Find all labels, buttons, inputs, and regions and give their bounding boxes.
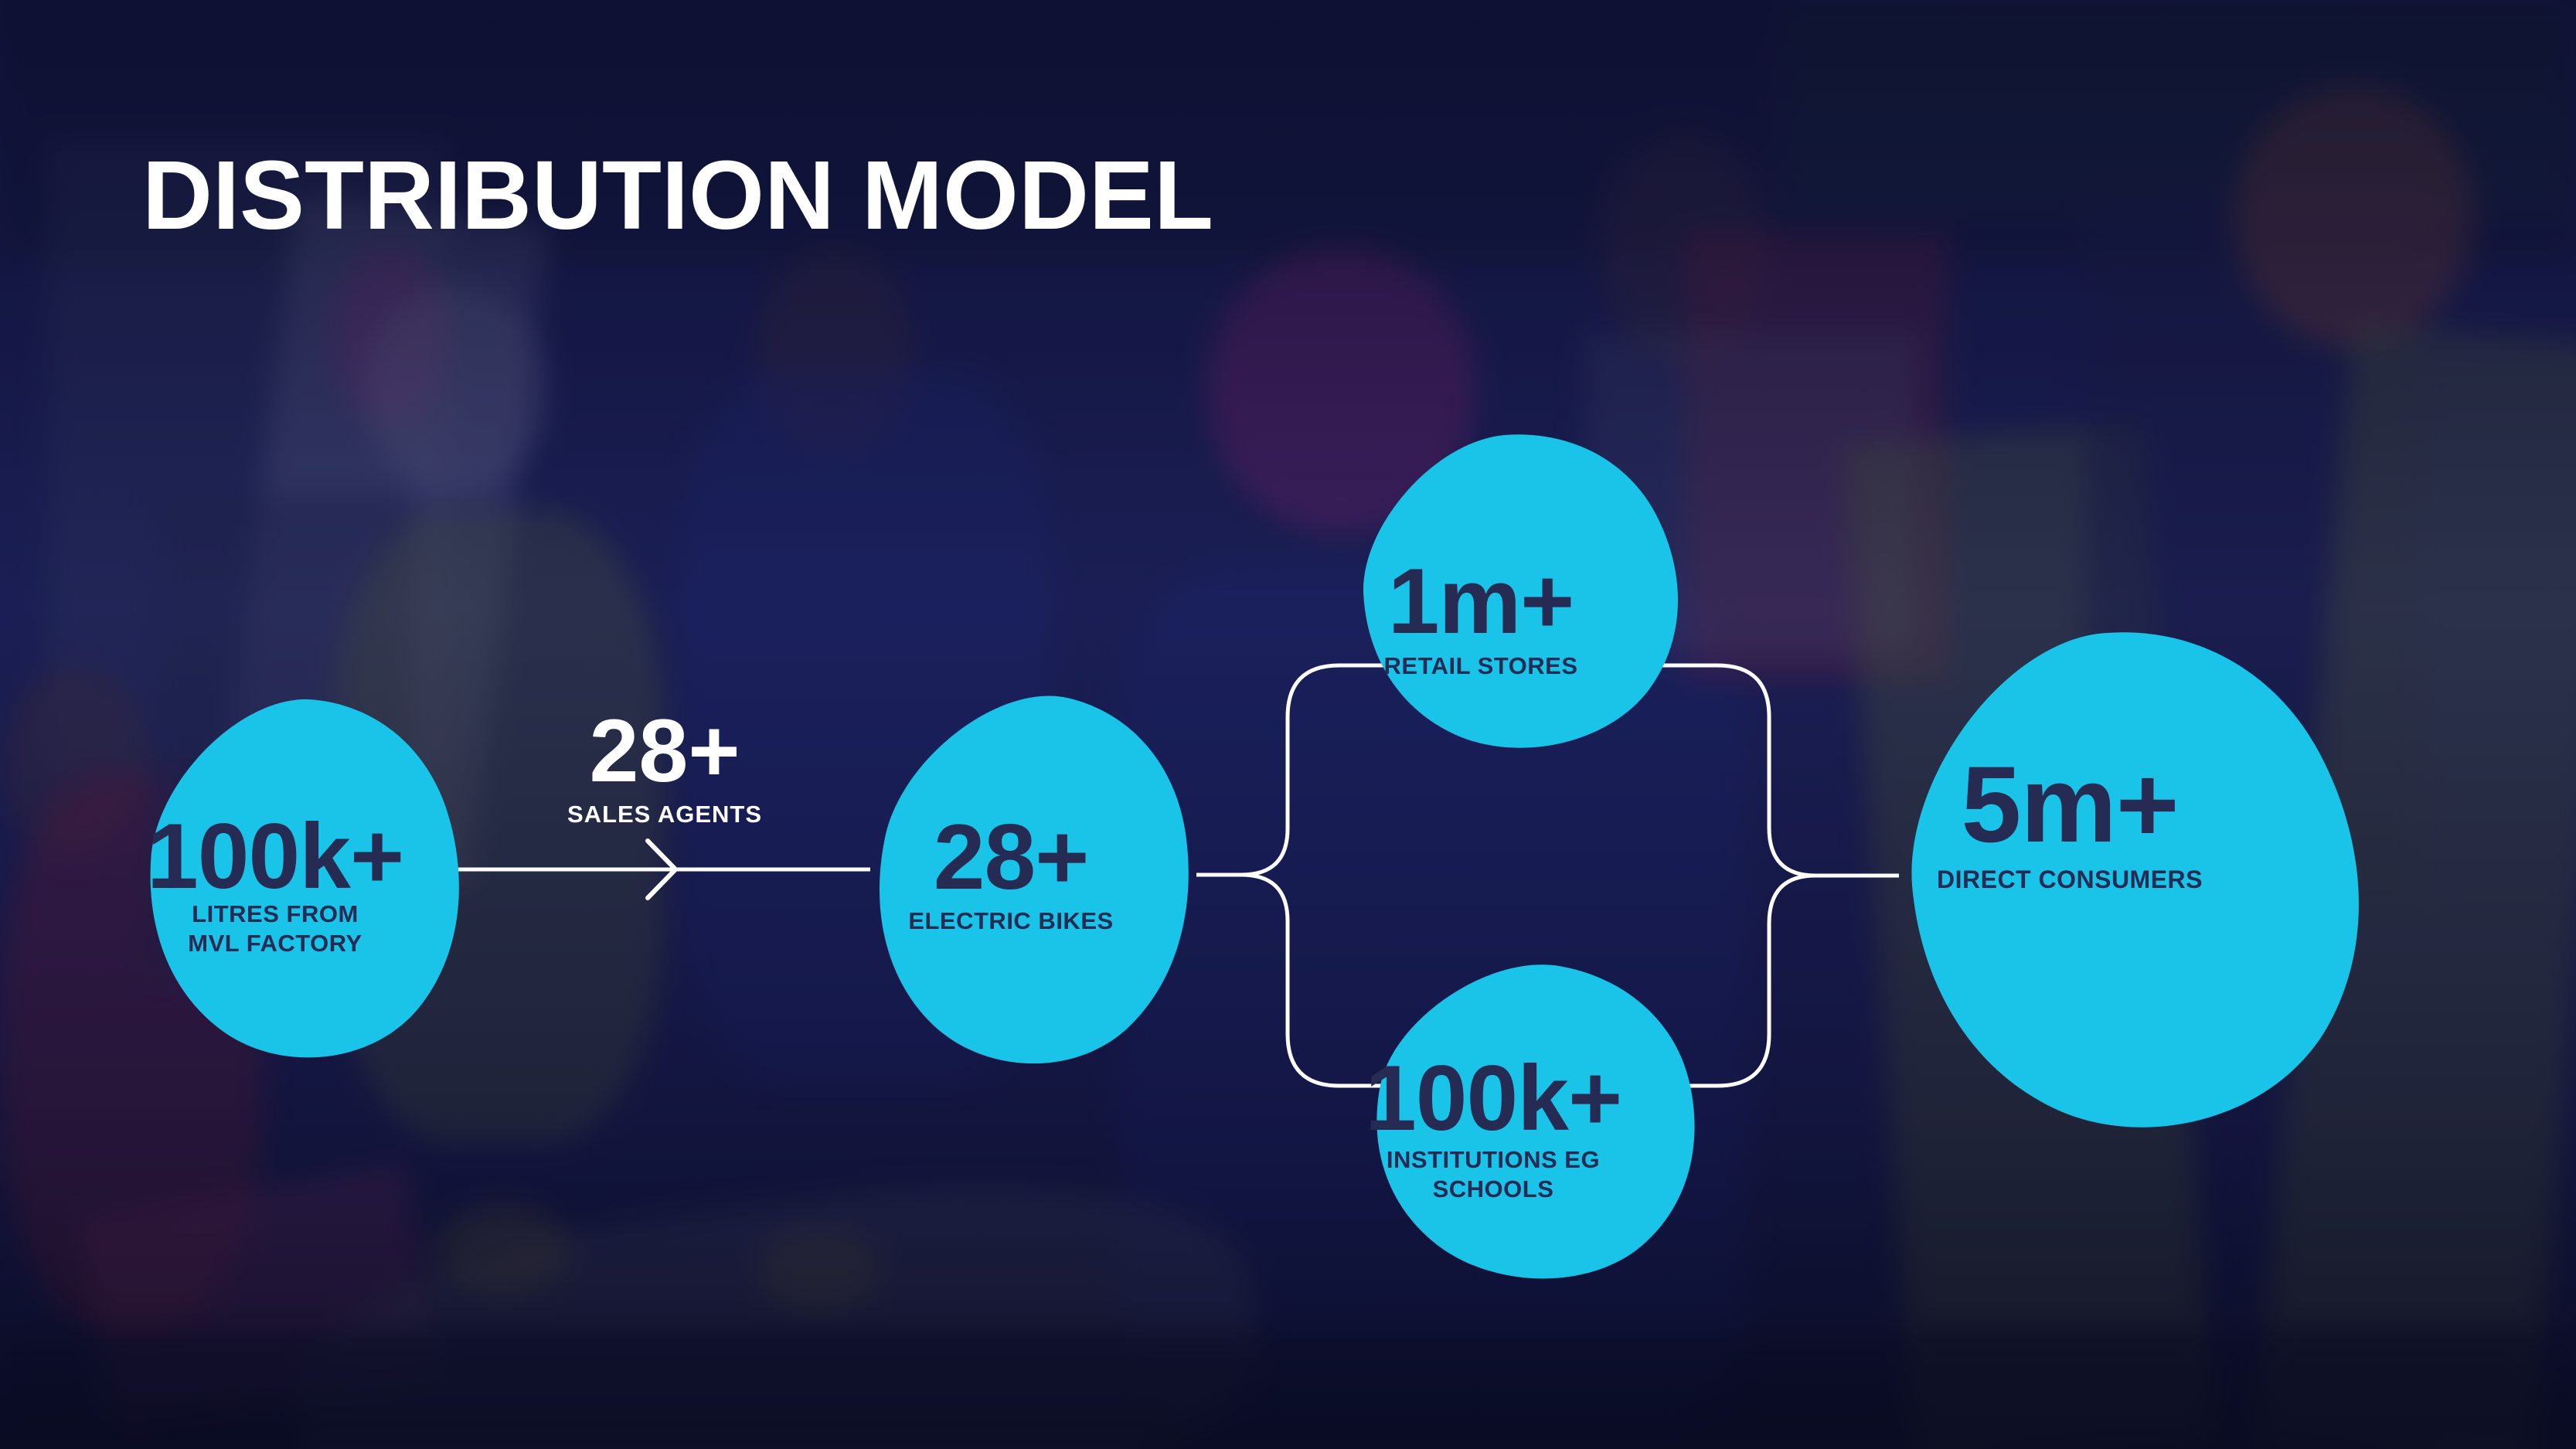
stat-value: 100k+ — [1364, 1046, 1622, 1150]
blob-shape — [1911, 632, 2359, 1128]
stat-label: DIRECT CONSUMERS — [1936, 866, 2203, 893]
stat-value: 1m+ — [1387, 549, 1575, 653]
stat-value: 28+ — [589, 702, 740, 801]
stat-label-line2: SCHOOLS — [1432, 1175, 1554, 1203]
blob-retail-stores — [1330, 406, 1713, 777]
blob-direct-consumers — [1853, 583, 2417, 1179]
stat-label: LITRES FROM MVL FACTORY — [107, 900, 443, 959]
page-title: DISTRIBUTION MODEL — [142, 141, 1213, 250]
stat-institutions: 100k+ INSTITUTIONS EG SCHOOLS — [1363, 958, 1710, 1286]
stat-value: 100k+ — [146, 804, 404, 908]
blob-shape — [1376, 964, 1695, 1279]
blob-institutions — [1347, 941, 1726, 1304]
stat-electric-bikes: 28+ ELECTRIC BIKES — [867, 688, 1203, 1073]
stat-direct-consumers: 5m+ DIRECT CONSUMERS — [1895, 621, 2376, 1141]
stat-retail-stores: 1m+ RETAIL STORES — [1351, 428, 1691, 756]
stat-factory: 100k+ LITRES FROM MVL FACTORY — [138, 692, 473, 1066]
stat-label: ELECTRIC BIKES — [908, 907, 1114, 934]
arrow-chevron-icon — [645, 838, 678, 900]
blob-shape — [880, 696, 1189, 1064]
stat-label: SALES AGENTS — [567, 801, 762, 828]
stat-label-line1: INSTITUTIONS EG — [1386, 1146, 1601, 1173]
stat-label-line2: MVL FACTORY — [188, 930, 362, 957]
stat-value: 28+ — [933, 805, 1090, 909]
blob-electric-bikes — [842, 666, 1227, 1094]
stat-label: RETAIL STORES — [1383, 652, 1578, 679]
blob-shape — [150, 699, 459, 1058]
stat-value: 5m+ — [1961, 743, 2179, 865]
stat-label-line1: LITRES FROM — [192, 900, 359, 927]
blob-shape — [1363, 434, 1678, 748]
blob-factory — [138, 692, 473, 1066]
stat-label: INSTITUTIONS EG SCHOOLS — [1320, 1145, 1666, 1205]
